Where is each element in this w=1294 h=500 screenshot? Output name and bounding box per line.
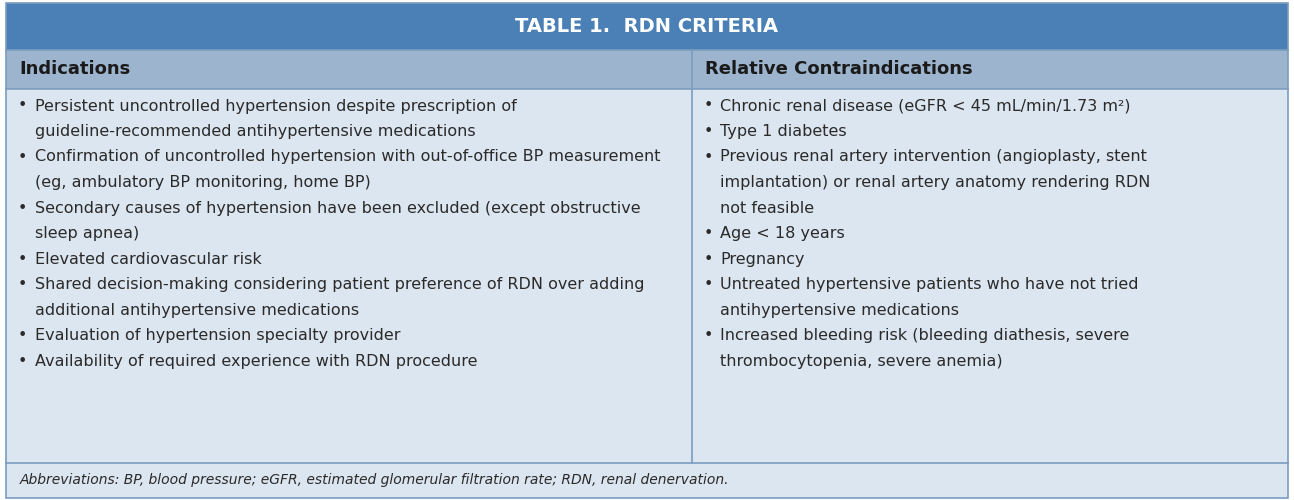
- Text: Untreated hypertensive patients who have not tried: Untreated hypertensive patients who have…: [721, 277, 1139, 292]
- Text: •: •: [704, 150, 713, 164]
- Text: •: •: [18, 98, 27, 114]
- Text: •: •: [18, 252, 27, 266]
- Text: Type 1 diabetes: Type 1 diabetes: [721, 124, 848, 139]
- FancyBboxPatch shape: [6, 462, 1288, 498]
- Text: Secondary causes of hypertension have been excluded (except obstructive: Secondary causes of hypertension have be…: [35, 200, 641, 216]
- Text: Abbreviations: BP, blood pressure; eGFR, estimated glomerular filtration rate; R: Abbreviations: BP, blood pressure; eGFR,…: [19, 473, 729, 487]
- Text: thrombocytopenia, severe anemia): thrombocytopenia, severe anemia): [721, 354, 1003, 368]
- Text: •: •: [704, 98, 713, 114]
- Text: •: •: [18, 150, 27, 164]
- Text: •: •: [18, 277, 27, 292]
- Text: not feasible: not feasible: [721, 200, 814, 216]
- Text: Evaluation of hypertension specialty provider: Evaluation of hypertension specialty pro…: [35, 328, 400, 343]
- Text: Increased bleeding risk (bleeding diathesis, severe: Increased bleeding risk (bleeding diathe…: [721, 328, 1130, 343]
- Text: additional antihypertensive medications: additional antihypertensive medications: [35, 302, 358, 318]
- Text: •: •: [18, 200, 27, 216]
- Text: •: •: [704, 124, 713, 139]
- Text: Persistent uncontrolled hypertension despite prescription of: Persistent uncontrolled hypertension des…: [35, 98, 516, 114]
- Text: sleep apnea): sleep apnea): [35, 226, 140, 241]
- Text: •: •: [704, 277, 713, 292]
- Text: TABLE 1.  RDN CRITERIA: TABLE 1. RDN CRITERIA: [515, 16, 779, 36]
- FancyBboxPatch shape: [6, 50, 1288, 90]
- Text: Chronic renal disease (eGFR < 45 mL/min/1.73 m²): Chronic renal disease (eGFR < 45 mL/min/…: [721, 98, 1131, 114]
- Text: •: •: [18, 354, 27, 368]
- Text: Elevated cardiovascular risk: Elevated cardiovascular risk: [35, 252, 261, 266]
- Text: Indications: Indications: [19, 60, 131, 78]
- Text: implantation) or renal artery anatomy rendering RDN: implantation) or renal artery anatomy re…: [721, 175, 1150, 190]
- Text: Pregnancy: Pregnancy: [721, 252, 805, 266]
- Text: Confirmation of uncontrolled hypertension with out-of-office BP measurement: Confirmation of uncontrolled hypertensio…: [35, 150, 660, 164]
- FancyBboxPatch shape: [6, 2, 1288, 50]
- FancyBboxPatch shape: [6, 90, 1288, 462]
- Text: Shared decision-making considering patient preference of RDN over adding: Shared decision-making considering patie…: [35, 277, 644, 292]
- Text: Previous renal artery intervention (angioplasty, stent: Previous renal artery intervention (angi…: [721, 150, 1148, 164]
- Text: •: •: [704, 328, 713, 343]
- Text: •: •: [704, 252, 713, 266]
- Text: (eg, ambulatory BP monitoring, home BP): (eg, ambulatory BP monitoring, home BP): [35, 175, 370, 190]
- Text: Relative Contraindications: Relative Contraindications: [705, 60, 972, 78]
- Text: antihypertensive medications: antihypertensive medications: [721, 302, 959, 318]
- Text: •: •: [18, 328, 27, 343]
- Text: Availability of required experience with RDN procedure: Availability of required experience with…: [35, 354, 477, 368]
- Text: guideline-recommended antihypertensive medications: guideline-recommended antihypertensive m…: [35, 124, 476, 139]
- Text: Age < 18 years: Age < 18 years: [721, 226, 845, 241]
- Text: •: •: [704, 226, 713, 241]
